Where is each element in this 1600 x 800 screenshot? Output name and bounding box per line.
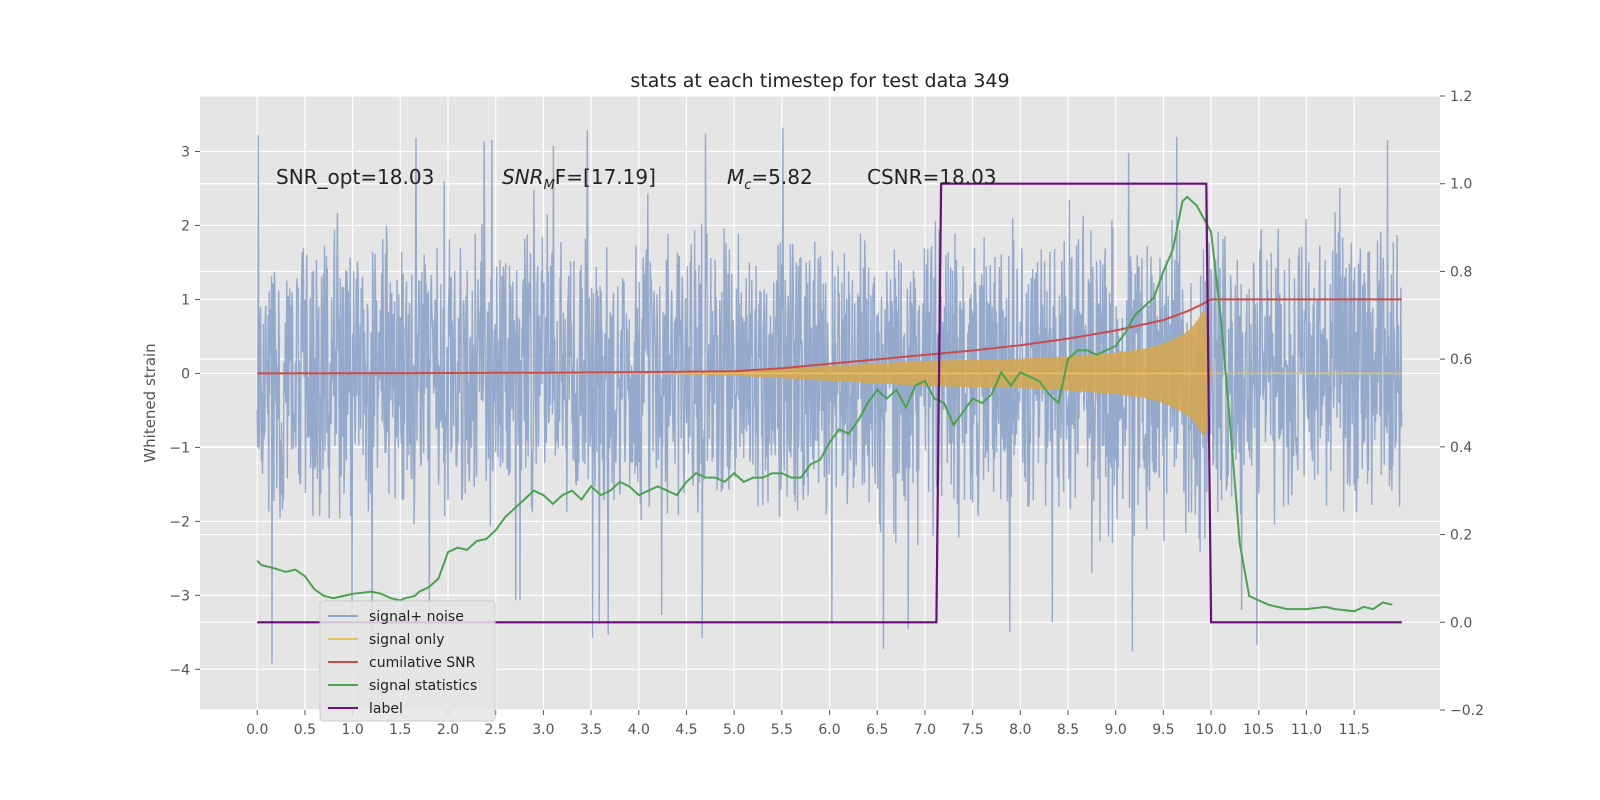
x-tick-label: 7.0 — [914, 722, 936, 738]
annotation-csnr: CSNR=18.03 — [867, 165, 997, 189]
x-tick-label: 2.0 — [437, 722, 459, 738]
x-tick-label: 8.0 — [1009, 722, 1031, 738]
legend-item: cumilative SNR — [328, 655, 476, 671]
y2-tick-label: 0.4 — [1450, 440, 1472, 456]
x-tick-label: 0.5 — [294, 722, 316, 738]
y-tick-label: 1 — [181, 292, 190, 308]
legend-item: signal statistics — [328, 678, 477, 694]
legend-label: signal only — [369, 632, 444, 648]
x-tick-label: 10.5 — [1243, 722, 1274, 738]
x-tick-label: 11.0 — [1291, 722, 1322, 738]
y-tick-label: −4 — [169, 662, 190, 678]
series-signal-statistics — [256, 195, 1393, 613]
y2-tick-label: 0.8 — [1450, 264, 1472, 280]
y-tick-label: −3 — [169, 588, 190, 604]
annotation-snr-mf: SNRMF=[17.19] — [502, 165, 656, 193]
y-axis-label: Whitened strain — [141, 343, 159, 462]
y-tick-label: −1 — [169, 440, 190, 456]
x-tick-label: 7.5 — [961, 722, 983, 738]
x-tick-label: 9.5 — [1152, 722, 1174, 738]
chart-title: stats at each timestep for test data 349 — [630, 70, 1009, 92]
x-tick-label: 1.0 — [341, 722, 363, 738]
annotations: SNR_opt=18.03 SNRMF=[17.19] Mc=5.82 CSNR… — [276, 165, 997, 193]
y2-tick-label: 1.0 — [1450, 177, 1472, 193]
y2-tick-label: 0.0 — [1450, 615, 1472, 631]
y2-tick-label: 1.2 — [1450, 89, 1472, 105]
y-tick-label: 2 — [181, 218, 190, 234]
annotation-chirp-mass: Mc=5.82 — [727, 165, 813, 193]
y2-tick-label: 0.2 — [1450, 528, 1472, 544]
legend-item: signal+ noise — [328, 609, 464, 625]
x-tick-label: 1.5 — [389, 722, 411, 738]
y2-tick-label: 0.6 — [1450, 352, 1472, 368]
series-cumulative-snr — [257, 298, 1402, 375]
legend-item: signal only — [328, 632, 444, 648]
y2-tick-label: −0.2 — [1450, 703, 1484, 719]
legend-label: label — [369, 701, 403, 717]
x-tick-label: 3.0 — [532, 722, 554, 738]
x-tick-label: 2.5 — [485, 722, 507, 738]
y-tick-label: 0 — [181, 366, 190, 382]
legend-box — [319, 600, 496, 722]
x-tick-label: 6.0 — [818, 722, 840, 738]
legend-item: label — [328, 701, 403, 717]
x-tick-label: 4.0 — [628, 722, 650, 738]
annotation-snr-opt: SNR_opt=18.03 — [276, 165, 434, 189]
x-tick-label: 3.5 — [580, 722, 602, 738]
x-tick-label: 11.5 — [1339, 722, 1370, 738]
chart-marks — [256, 127, 1403, 667]
x-tick-label: 5.5 — [771, 722, 793, 738]
y-tick-label: −2 — [169, 514, 190, 530]
axis-ticks: 0.0 0.5 1.0 1.5 2.0 2.5 3.0 3.5 4.0 4.5 5.0 5.5 6.0 6… — [169, 89, 1484, 738]
x-tick-label: 6.5 — [866, 722, 888, 738]
legend-label: cumilative SNR — [369, 655, 476, 671]
legend-label: signal statistics — [369, 678, 477, 694]
x-tick-label: 10.0 — [1195, 722, 1226, 738]
y-tick-label: 3 — [181, 144, 190, 160]
series-label — [257, 182, 1402, 624]
x-tick-label: 0.0 — [246, 722, 268, 738]
legend-label: signal+ noise — [369, 609, 464, 625]
legend: signal+ noise signal only cumilative SNR… — [319, 600, 496, 722]
x-tick-label: 8.5 — [1057, 722, 1079, 738]
x-tick-label: 9.0 — [1105, 722, 1127, 738]
x-tick-label: 5.0 — [723, 722, 745, 738]
x-tick-label: 4.5 — [675, 722, 697, 738]
